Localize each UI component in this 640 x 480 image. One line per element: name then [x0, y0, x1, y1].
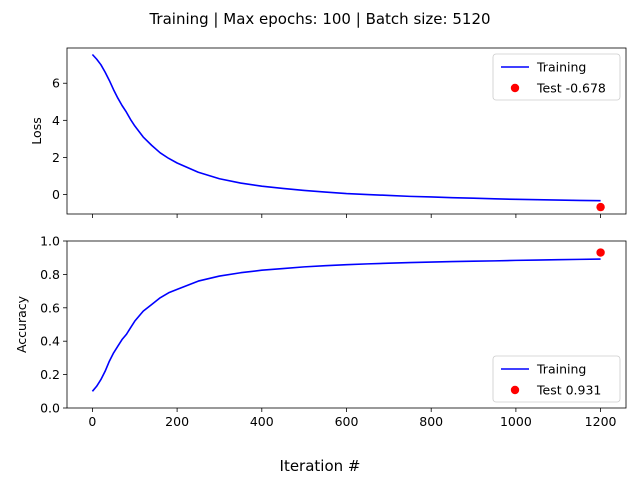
y-tick-label: 0.6: [40, 300, 60, 315]
legend-box: [492, 53, 621, 101]
y-tick-label: 0.4: [40, 334, 60, 349]
legend-label-training: Training: [536, 60, 586, 75]
axes-frame: [66, 47, 627, 215]
x-tick-label: 800: [419, 414, 443, 429]
x-tick-label: 200: [165, 414, 189, 429]
x-tick-label: 1200: [585, 414, 617, 429]
legend-box: [492, 355, 621, 403]
series-line-training: [91, 53, 601, 202]
y-tick-label: 0.0: [40, 401, 60, 416]
legend-point-swatch: [510, 83, 520, 93]
y-tick-label: 0.8: [40, 267, 60, 282]
x-tick-label: 400: [250, 414, 274, 429]
x-axis-label: Iteration #: [280, 457, 361, 475]
y-axis-label: Loss: [29, 117, 44, 144]
y-tick-label: 4: [52, 113, 60, 128]
legend-label-test: Test 0.931: [536, 383, 601, 398]
y-tick-label: 1.0: [40, 234, 60, 249]
legend: Training Test -0.678: [492, 53, 621, 101]
x-tick-label: 0: [88, 414, 96, 429]
x-tick-label: 1000: [500, 414, 532, 429]
test-point: [596, 248, 605, 257]
accuracy-subplot: 0.0 0.2 0.4 0.6 0.8 1.0 0 200 400 600 800 1000 1200 A…: [14, 234, 627, 429]
figure-title: Training | Max epochs: 100 | Batch size:…: [148, 10, 490, 28]
series-line-training: [91, 258, 601, 392]
legend-label-test: Test -0.678: [536, 81, 606, 96]
y-tick-label: 0: [52, 187, 60, 202]
legend-label-training: Training: [536, 362, 586, 377]
y-axis-label: Accuracy: [14, 295, 29, 353]
y-tick-label: 0.2: [40, 367, 60, 382]
legend-point-swatch: [510, 385, 520, 395]
axes-frame: [66, 240, 627, 409]
loss-subplot: 0 2 4 6 Loss Training Test -0.678: [29, 47, 627, 218]
test-point: [596, 202, 605, 212]
y-tick-label: 2: [52, 150, 60, 165]
x-tick-label: 600: [335, 414, 359, 429]
y-tick-label: 6: [52, 76, 60, 91]
legend: Training Test 0.931: [492, 355, 621, 403]
